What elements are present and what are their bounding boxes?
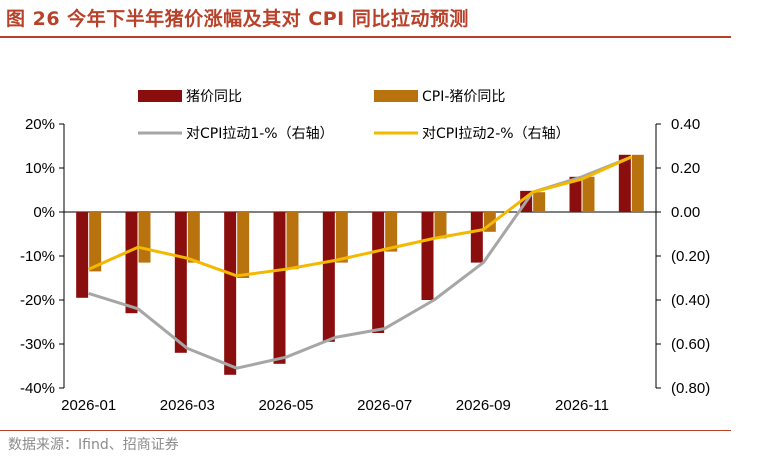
bar-cpi-hog-price-yoy (631, 154, 644, 212)
bar-hog-price-yoy (322, 212, 335, 342)
bar-hog-price-yoy (372, 212, 385, 333)
bar-cpi-hog-price-yoy (237, 212, 250, 278)
title-divider (0, 36, 731, 38)
x-tick-label: 2026-11 (555, 397, 609, 414)
line-series (88, 155, 632, 370)
x-tick-label: 2026-05 (258, 397, 313, 414)
bar-hog-price-yoy (569, 176, 582, 212)
chart-title: 图 26 今年下半年猪价涨幅及其对 CPI 同比拉动预测 (6, 8, 469, 30)
bar-cpi-hog-price-yoy (89, 212, 102, 272)
bar-hog-price-yoy (273, 212, 286, 364)
bar-cpi-hog-price-yoy (582, 176, 595, 212)
legend-swatch (138, 90, 182, 102)
right-tick-label: 0.40 (671, 116, 700, 133)
bar-cpi-hog-price-yoy (434, 212, 447, 239)
right-tick-label: 0.20 (671, 160, 700, 177)
chart-canvas: 20% 10% 0% -10% -20% -30% -40% 0.40 0.20 0.00 (0.2… (20, 89, 710, 414)
legend-label: 猪价同比 (186, 89, 242, 105)
x-tick-label: 2026-07 (357, 397, 412, 414)
left-tick-label: -30% (20, 336, 55, 353)
x-tick-label: 2026-09 (456, 397, 511, 414)
bar-hog-price-yoy (421, 212, 434, 300)
bar-cpi-hog-price-yoy (187, 212, 200, 263)
legend-label: 对CPI拉动2-%（右轴） (422, 126, 570, 142)
bar-cpi-hog-price-yoy (533, 192, 546, 212)
bar-hog-price-yoy (125, 212, 138, 314)
legend-label: 对CPI拉动1-%（右轴） (186, 126, 334, 142)
bar-cpi-hog-price-yoy (335, 212, 348, 263)
left-tick-label: 20% (25, 116, 55, 133)
left-tick-label: 0% (33, 204, 55, 221)
right-tick-label: (0.60) (671, 336, 710, 353)
left-tick-label: 10% (25, 160, 55, 177)
right-tick-label: (0.80) (671, 380, 710, 397)
right-tick-label: (0.20) (671, 248, 710, 265)
bar-hog-price-yoy (618, 154, 631, 212)
line-cpi-contribution-2 (88, 155, 632, 278)
chart-axes: 20% 10% 0% -10% -20% -30% -40% 0.40 0.20 0.00 (0.2… (20, 116, 710, 414)
x-tick-label: 2026-01 (61, 397, 116, 414)
left-tick-label: -10% (20, 248, 55, 265)
data-source-note: 数据来源：Ifind、招商证券 (8, 437, 179, 453)
left-tick-label: -20% (20, 292, 55, 309)
left-tick-label: -40% (20, 380, 55, 397)
right-tick-label: (0.40) (671, 292, 710, 309)
bar-cpi-hog-price-yoy (286, 212, 299, 270)
bar-cpi-hog-price-yoy (138, 212, 151, 263)
legend-label: CPI-猪价同比 (422, 89, 505, 105)
right-tick-label: 0.00 (671, 204, 700, 221)
bar-hog-price-yoy (224, 212, 237, 375)
legend-swatch (374, 90, 418, 102)
bar-hog-price-yoy (174, 212, 187, 353)
source-divider (0, 430, 731, 431)
bar-hog-price-yoy (470, 212, 483, 263)
bar-series (76, 154, 644, 375)
bar-cpi-hog-price-yoy (385, 212, 398, 252)
bar-hog-price-yoy (76, 212, 89, 298)
x-tick-label: 2026-03 (160, 397, 215, 414)
